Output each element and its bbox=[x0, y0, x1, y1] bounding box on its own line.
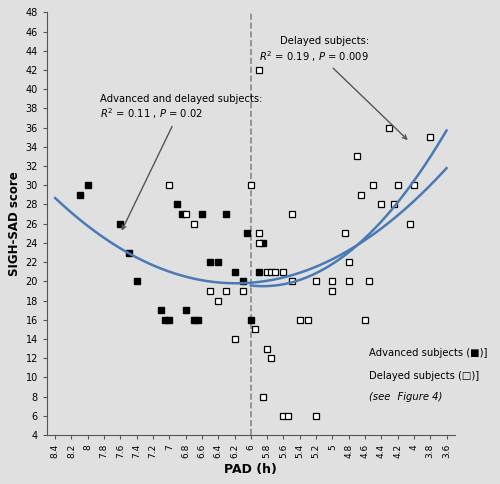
Text: Delayed subjects (□)]: Delayed subjects (□)] bbox=[369, 371, 479, 380]
Text: Delayed subjects:
$R^2$ = 0.19 , $P$ = 0.009: Delayed subjects: $R^2$ = 0.19 , $P$ = 0… bbox=[260, 36, 406, 139]
Text: Advanced subjects (■)]: Advanced subjects (■)] bbox=[369, 348, 488, 359]
Y-axis label: SIGH-SAD score: SIGH-SAD score bbox=[8, 171, 22, 276]
Text: (see   Figure 4): (see Figure 4) bbox=[369, 392, 442, 402]
X-axis label: PAD (h): PAD (h) bbox=[224, 463, 278, 476]
Text: Advanced and delayed subjects:
$R^2$ = 0.11 , $P$ = 0.02: Advanced and delayed subjects: $R^2$ = 0… bbox=[100, 94, 262, 229]
